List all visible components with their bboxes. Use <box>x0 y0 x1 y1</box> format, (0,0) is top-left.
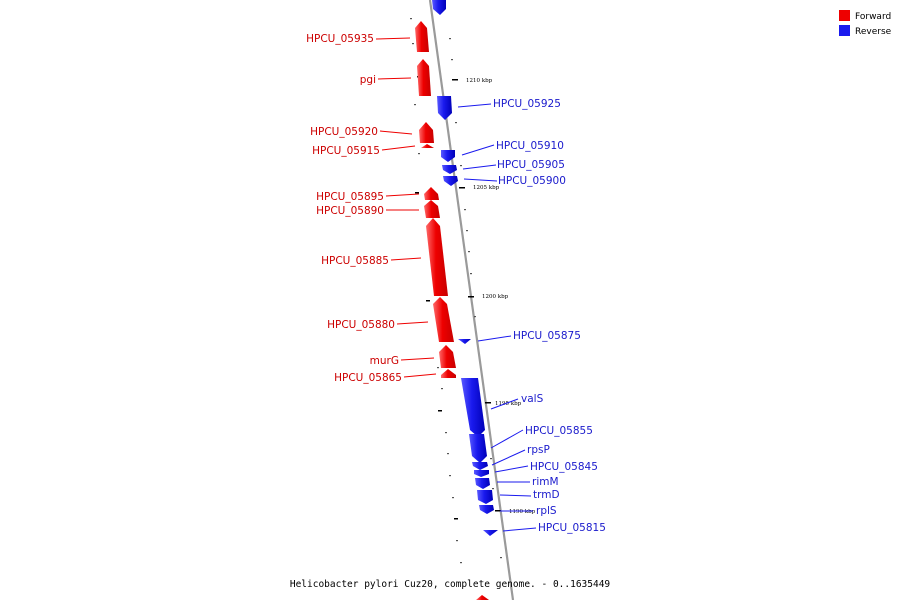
gene-hpcu-05845[interactable] <box>474 470 489 477</box>
gene-hpcu-05920[interactable] <box>419 122 434 143</box>
legend-reverse-swatch <box>839 25 850 36</box>
gene-rplS[interactable] <box>479 505 494 514</box>
minor-ticks <box>410 18 502 564</box>
label-murG[interactable]: murG <box>370 355 399 367</box>
gene-hpcu-05915[interactable] <box>421 144 434 148</box>
forward-genes <box>415 21 456 378</box>
label-hpcu-05875[interactable]: HPCU_05875 <box>513 330 581 342</box>
gene-murG[interactable] <box>439 345 456 368</box>
label-hpcu-05815[interactable]: HPCU_05815 <box>538 522 606 534</box>
tick-label-1195: 1195 kbp <box>495 401 522 407</box>
label-valS[interactable]: valS <box>521 393 544 405</box>
legend-forward-swatch <box>839 10 850 21</box>
gene-hpcu-05855[interactable] <box>469 434 487 463</box>
gene-bottom-partial[interactable] <box>476 595 489 600</box>
tick-mark-1205 <box>459 187 465 189</box>
label-hpcu-05845[interactable]: HPCU_05845 <box>530 461 598 473</box>
gene-hpcu-05880[interactable] <box>433 297 454 342</box>
reverse-labels: HPCU_05925 HPCU_05910 HPCU_05905 HPCU_05… <box>493 98 606 534</box>
label-hpcu-05900[interactable]: HPCU_05900 <box>498 175 566 187</box>
label-hpcu-05885[interactable]: HPCU_05885 <box>321 255 389 267</box>
gene-valS[interactable] <box>461 378 485 437</box>
label-hpcu-05920[interactable]: HPCU_05920 <box>310 126 378 138</box>
gene-hpcu-05890[interactable] <box>424 200 440 218</box>
tick-label-1205: 1205 kbp <box>473 185 500 191</box>
label-rplS[interactable]: rplS <box>536 505 557 517</box>
forward-labels: HPCU_05935 pgi HPCU_05920 HPCU_05915 HPC… <box>306 33 402 384</box>
label-hpcu-05910[interactable]: HPCU_05910 <box>496 140 564 152</box>
gene-hpcu-05815[interactable] <box>483 530 498 536</box>
label-hpcu-05890[interactable]: HPCU_05890 <box>316 205 384 217</box>
gene-hpcu-05895[interactable] <box>424 187 439 200</box>
legend-forward-label: Forward <box>855 12 891 22</box>
gene-rimM[interactable] <box>475 478 490 489</box>
tick-mark-1190 <box>495 510 501 512</box>
gene-hpcu-05905[interactable] <box>442 165 457 174</box>
label-rpsP[interactable]: rpsP <box>527 444 550 456</box>
gene-trmD[interactable] <box>477 490 493 504</box>
reverse-genes <box>432 0 498 536</box>
gene-hpcu-05865[interactable] <box>441 369 456 378</box>
label-pgi[interactable]: pgi <box>360 74 376 86</box>
gene-hpcu-05900[interactable] <box>443 176 458 186</box>
label-hpcu-05925[interactable]: HPCU_05925 <box>493 98 561 110</box>
tick-mark-1200 <box>468 296 474 298</box>
gene-pgi[interactable] <box>417 59 431 96</box>
footer-caption: Helicobacter pylori Cuz20, complete geno… <box>290 579 611 590</box>
forward-leader-lines <box>375 37 437 378</box>
gene-hpcu-05925[interactable] <box>437 96 452 120</box>
label-hpcu-05880[interactable]: HPCU_05880 <box>327 319 395 331</box>
label-hpcu-05865[interactable]: HPCU_05865 <box>334 372 402 384</box>
gene-top-partial[interactable] <box>432 0 446 15</box>
gene-hpcu-05885[interactable] <box>426 218 448 296</box>
legend-reverse-label: Reverse <box>855 27 892 37</box>
tick-mark-1195 <box>485 402 491 404</box>
reverse-leader-lines <box>457 103 537 532</box>
label-hpcu-05935[interactable]: HPCU_05935 <box>306 33 374 45</box>
gene-hpcu-05875[interactable] <box>458 339 471 344</box>
label-trmD[interactable]: trmD <box>533 489 560 501</box>
tick-label-1210: 1210 kbp <box>466 78 493 84</box>
tick-mark-1210 <box>452 79 458 81</box>
gene-rpsP[interactable] <box>472 462 488 470</box>
gene-hpcu-05935[interactable] <box>415 21 429 52</box>
label-hpcu-05915[interactable]: HPCU_05915 <box>312 145 380 157</box>
gene-hpcu-05910[interactable] <box>441 150 455 162</box>
label-hpcu-05905[interactable]: HPCU_05905 <box>497 159 565 171</box>
tick-label-1190: 1190 kbp <box>509 509 536 515</box>
label-rimM[interactable]: rimM <box>532 476 559 488</box>
tick-label-1200: 1200 kbp <box>482 294 509 300</box>
label-hpcu-05855[interactable]: HPCU_05855 <box>525 425 593 437</box>
legend: Forward Reverse <box>839 10 892 37</box>
label-hpcu-05895[interactable]: HPCU_05895 <box>316 191 384 203</box>
